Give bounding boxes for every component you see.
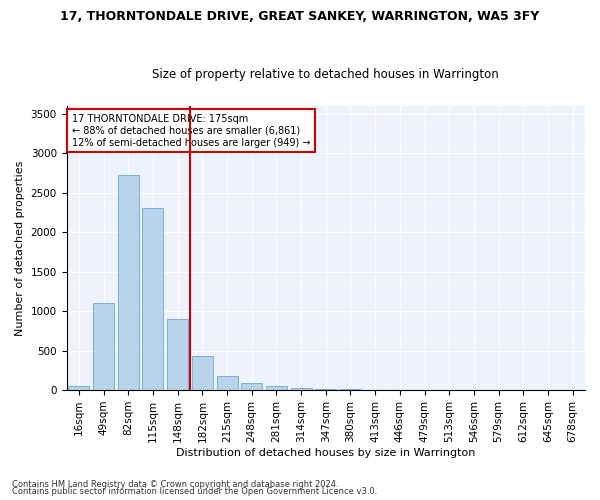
- Bar: [142, 208, 163, 390]
- Bar: [68, 386, 89, 390]
- Text: Contains public sector information licensed under the Open Government Licence v3: Contains public sector information licen…: [12, 487, 377, 496]
- Bar: [93, 303, 114, 390]
- Bar: [315, 388, 336, 390]
- Text: 17 THORNTONDALE DRIVE: 175sqm
← 88% of detached houses are smaller (6,861)
12% o: 17 THORNTONDALE DRIVE: 175sqm ← 88% of d…: [72, 114, 310, 148]
- Text: 17, THORNTONDALE DRIVE, GREAT SANKEY, WARRINGTON, WA5 3FY: 17, THORNTONDALE DRIVE, GREAT SANKEY, WA…: [61, 10, 539, 23]
- Bar: [217, 376, 238, 390]
- Bar: [266, 386, 287, 390]
- X-axis label: Distribution of detached houses by size in Warrington: Distribution of detached houses by size …: [176, 448, 475, 458]
- Y-axis label: Number of detached properties: Number of detached properties: [15, 160, 25, 336]
- Bar: [118, 176, 139, 390]
- Bar: [241, 383, 262, 390]
- Bar: [167, 319, 188, 390]
- Bar: [290, 388, 311, 390]
- Text: Contains HM Land Registry data © Crown copyright and database right 2024.: Contains HM Land Registry data © Crown c…: [12, 480, 338, 489]
- Title: Size of property relative to detached houses in Warrington: Size of property relative to detached ho…: [152, 68, 499, 81]
- Bar: [192, 356, 213, 390]
